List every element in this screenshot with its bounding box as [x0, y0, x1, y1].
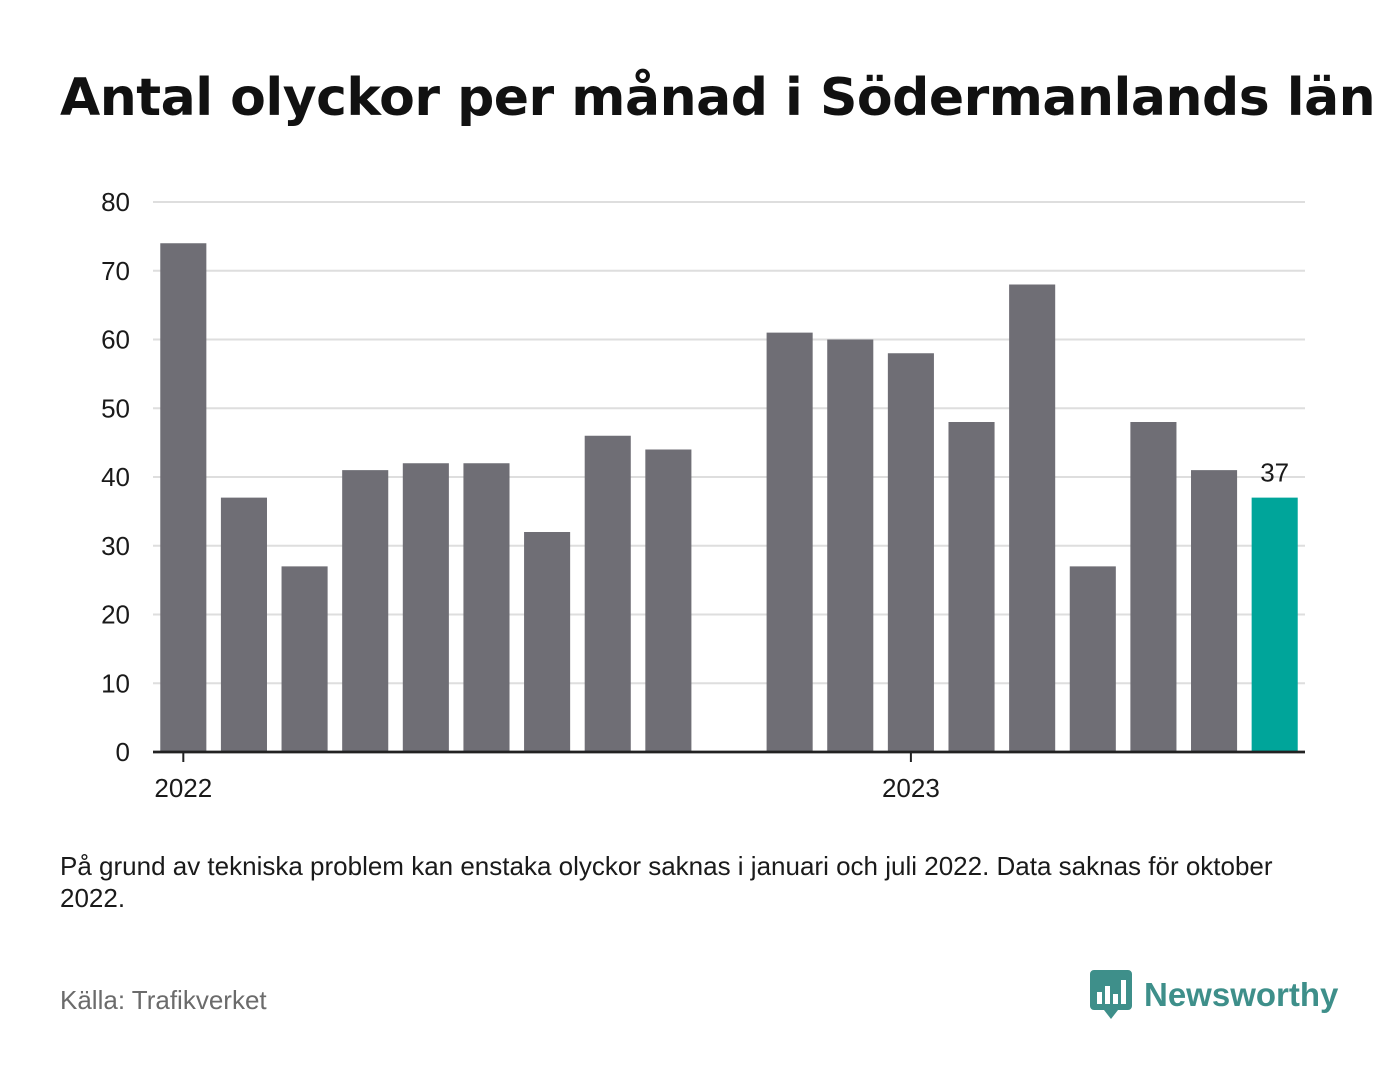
x-axis-ticks: 2022 2023	[154, 752, 940, 803]
bar	[281, 566, 328, 752]
bar	[766, 332, 813, 752]
bar	[463, 463, 510, 752]
bar	[827, 339, 874, 752]
y-tick-label: 0	[116, 737, 130, 767]
brand-name: Newsworthy	[1144, 976, 1339, 1013]
bar	[220, 497, 267, 752]
bar-chart: 0 10 20 30 40 50 60 70 80 2022 2023 37	[101, 187, 1305, 803]
bar	[887, 353, 934, 752]
data-labels: 37	[1260, 458, 1289, 488]
bars	[160, 243, 1298, 752]
y-tick-label: 10	[101, 668, 130, 698]
bar	[1130, 422, 1177, 752]
bar	[160, 243, 207, 752]
x-tick-label: 2023	[882, 773, 940, 803]
chart-title: Antal olyckor per månad i Södermanlands …	[60, 68, 1376, 128]
bar	[948, 422, 995, 752]
footnote: På grund av tekniska problem kan enstaka…	[60, 851, 1273, 913]
x-tick-label: 2022	[154, 773, 212, 803]
y-tick-label: 60	[101, 325, 130, 355]
y-tick-label: 70	[101, 256, 130, 286]
bar	[645, 449, 692, 752]
source-text: Källa: Trafikverket	[60, 985, 267, 1015]
y-axis-ticks: 0 10 20 30 40 50 60 70 80	[101, 187, 130, 767]
bar	[1191, 470, 1238, 752]
y-tick-label: 30	[101, 531, 130, 561]
y-tick-label: 40	[101, 462, 130, 492]
bar-chart-speech-bubble-icon	[1090, 970, 1132, 1019]
bar	[584, 435, 631, 752]
bar	[524, 532, 571, 752]
bar	[402, 463, 449, 752]
y-tick-label: 50	[101, 393, 130, 423]
bar	[1069, 566, 1116, 752]
brand-logo: Newsworthy	[1090, 970, 1338, 1020]
last-value-label: 37	[1260, 458, 1289, 488]
bar	[1009, 284, 1056, 752]
bar-highlight	[1251, 497, 1298, 752]
y-tick-label: 80	[101, 187, 130, 217]
bar	[342, 470, 389, 752]
y-tick-label: 20	[101, 600, 130, 630]
